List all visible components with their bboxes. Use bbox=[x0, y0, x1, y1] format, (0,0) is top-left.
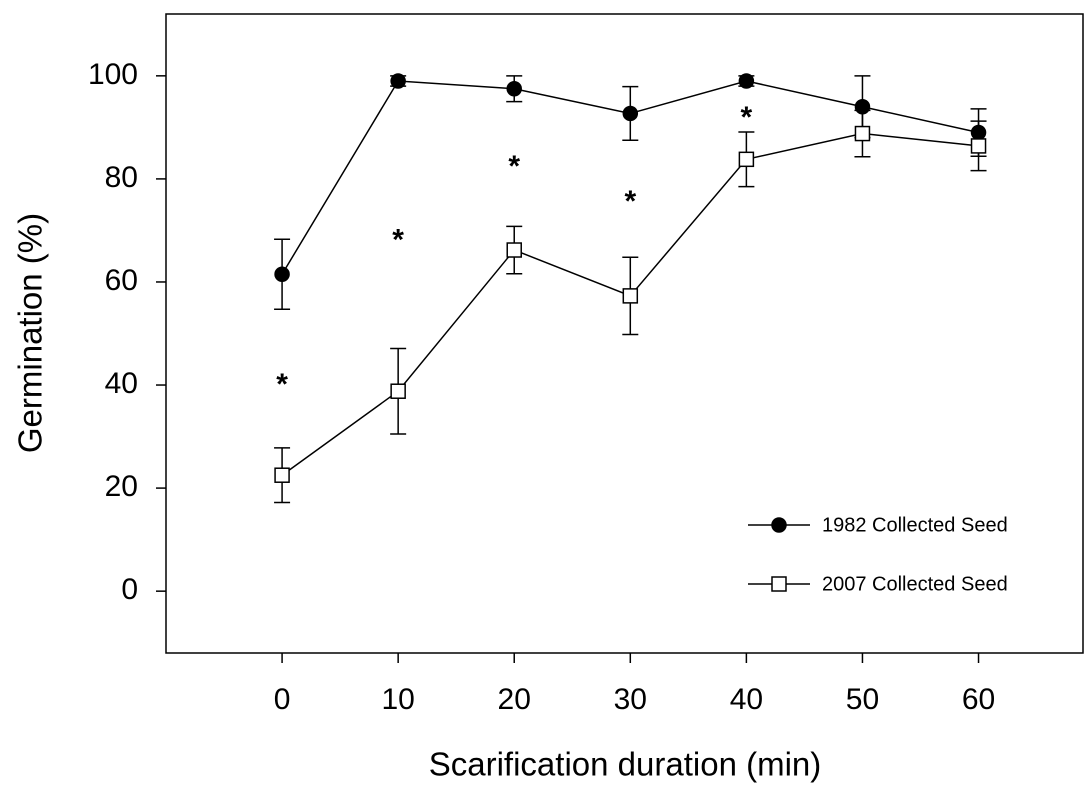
significance-mark: * bbox=[624, 185, 636, 218]
data-point bbox=[506, 80, 522, 97]
data-point bbox=[854, 125, 871, 142]
x-tick-label: 20 bbox=[498, 683, 531, 716]
significance-mark: * bbox=[276, 368, 288, 401]
data-point bbox=[506, 242, 522, 258]
data-point bbox=[970, 138, 987, 154]
data-point bbox=[738, 73, 755, 89]
data-point bbox=[738, 151, 755, 168]
x-tick-label: 60 bbox=[962, 683, 995, 716]
data-point bbox=[622, 288, 639, 304]
legend-label: 2007 Collected Seed bbox=[822, 573, 1008, 595]
x-tick-label: 40 bbox=[730, 683, 763, 716]
significance-mark: * bbox=[508, 150, 520, 183]
y-axis-title: Germination (%) bbox=[12, 213, 49, 453]
data-point bbox=[390, 73, 406, 89]
legend-marker bbox=[771, 517, 787, 533]
plot-frame bbox=[165, 13, 1084, 654]
data-point bbox=[622, 105, 639, 122]
legend-label: 1982 Collected Seed bbox=[822, 514, 1008, 536]
x-tick-label: 0 bbox=[274, 683, 291, 716]
legend-marker bbox=[771, 576, 787, 592]
data-point bbox=[390, 383, 406, 399]
y-tick-label: 40 bbox=[105, 367, 138, 400]
data-point bbox=[274, 467, 290, 483]
x-tick-label: 30 bbox=[614, 683, 647, 716]
significance-mark: * bbox=[392, 224, 404, 257]
y-tick-label: 0 bbox=[121, 573, 138, 606]
x-tick-label: 10 bbox=[381, 683, 414, 716]
significance-mark: * bbox=[741, 101, 753, 134]
x-axis-title: Scarification duration (min) bbox=[429, 746, 822, 783]
x-tick-label: 50 bbox=[846, 683, 879, 716]
y-tick-label: 20 bbox=[105, 470, 138, 503]
y-tick-label: 60 bbox=[105, 264, 138, 297]
y-tick-label: 80 bbox=[105, 161, 138, 194]
y-tick-label: 100 bbox=[88, 58, 138, 91]
data-point bbox=[274, 266, 290, 282]
